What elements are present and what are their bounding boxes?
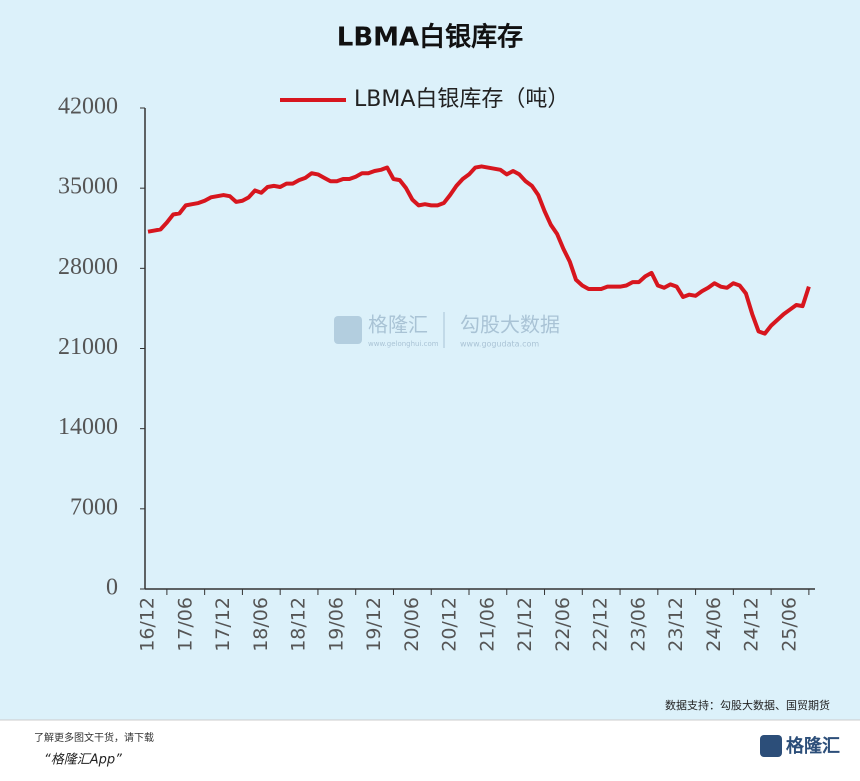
x-tick-label: 22/06 [552, 597, 574, 652]
y-tick-label: 42000 [58, 94, 118, 120]
x-tick-label: 18/12 [288, 597, 310, 652]
watermark-brand: 格隆汇 [368, 313, 428, 337]
watermark-partner: 勾股大数据 [460, 313, 560, 337]
x-tick-label: 19/12 [363, 597, 385, 652]
source-note: 数据支持：勾股大数据、国贸期货 [665, 698, 830, 712]
footer-logo-icon [760, 735, 782, 757]
x-tick-label: 22/12 [590, 597, 612, 652]
footer-logo: 格隆汇 [786, 735, 840, 757]
x-tick-label: 24/06 [703, 597, 725, 652]
y-tick-label: 7000 [70, 494, 118, 520]
x-tick-label: 18/06 [250, 597, 272, 652]
y-tick-label: 0 [106, 575, 118, 601]
chart-title: LBMA白银库存 [337, 22, 523, 53]
legend-label: LBMA白银库存（吨） [354, 87, 569, 112]
x-tick-label: 23/12 [665, 597, 687, 652]
x-tick-label: 17/06 [174, 597, 196, 652]
watermark-partner-url: www.gogudata.com [460, 340, 539, 349]
chart-background [0, 0, 860, 720]
watermark-brand-url: www.gelonghui.com [368, 340, 439, 348]
series-line [147, 164, 811, 336]
x-tick-label: 24/12 [741, 597, 763, 652]
x-tick-label: 21/06 [476, 597, 498, 652]
x-tick-label: 21/12 [514, 597, 536, 652]
x-tick-label: 19/06 [325, 597, 347, 652]
y-tick-label: 14000 [58, 414, 118, 440]
x-tick-label: 17/12 [212, 597, 234, 652]
watermark-icon [334, 316, 362, 344]
x-tick-label: 16/12 [137, 597, 159, 652]
x-tick-label: 20/06 [401, 597, 423, 652]
footer-note: 了解更多图文干货，请下载 [34, 731, 154, 744]
watermark: 格隆汇 www.gelonghui.com 勾股大数据 www.gogudata… [334, 312, 560, 349]
x-tick-label: 23/06 [627, 597, 649, 652]
y-tick-label: 35000 [58, 174, 118, 200]
y-tick-label: 28000 [58, 254, 118, 280]
x-tick-label: 20/12 [439, 597, 461, 652]
footer-app: “格隆汇App” [44, 753, 122, 768]
x-tick-label: 25/06 [779, 597, 801, 652]
y-tick-label: 21000 [58, 334, 118, 360]
